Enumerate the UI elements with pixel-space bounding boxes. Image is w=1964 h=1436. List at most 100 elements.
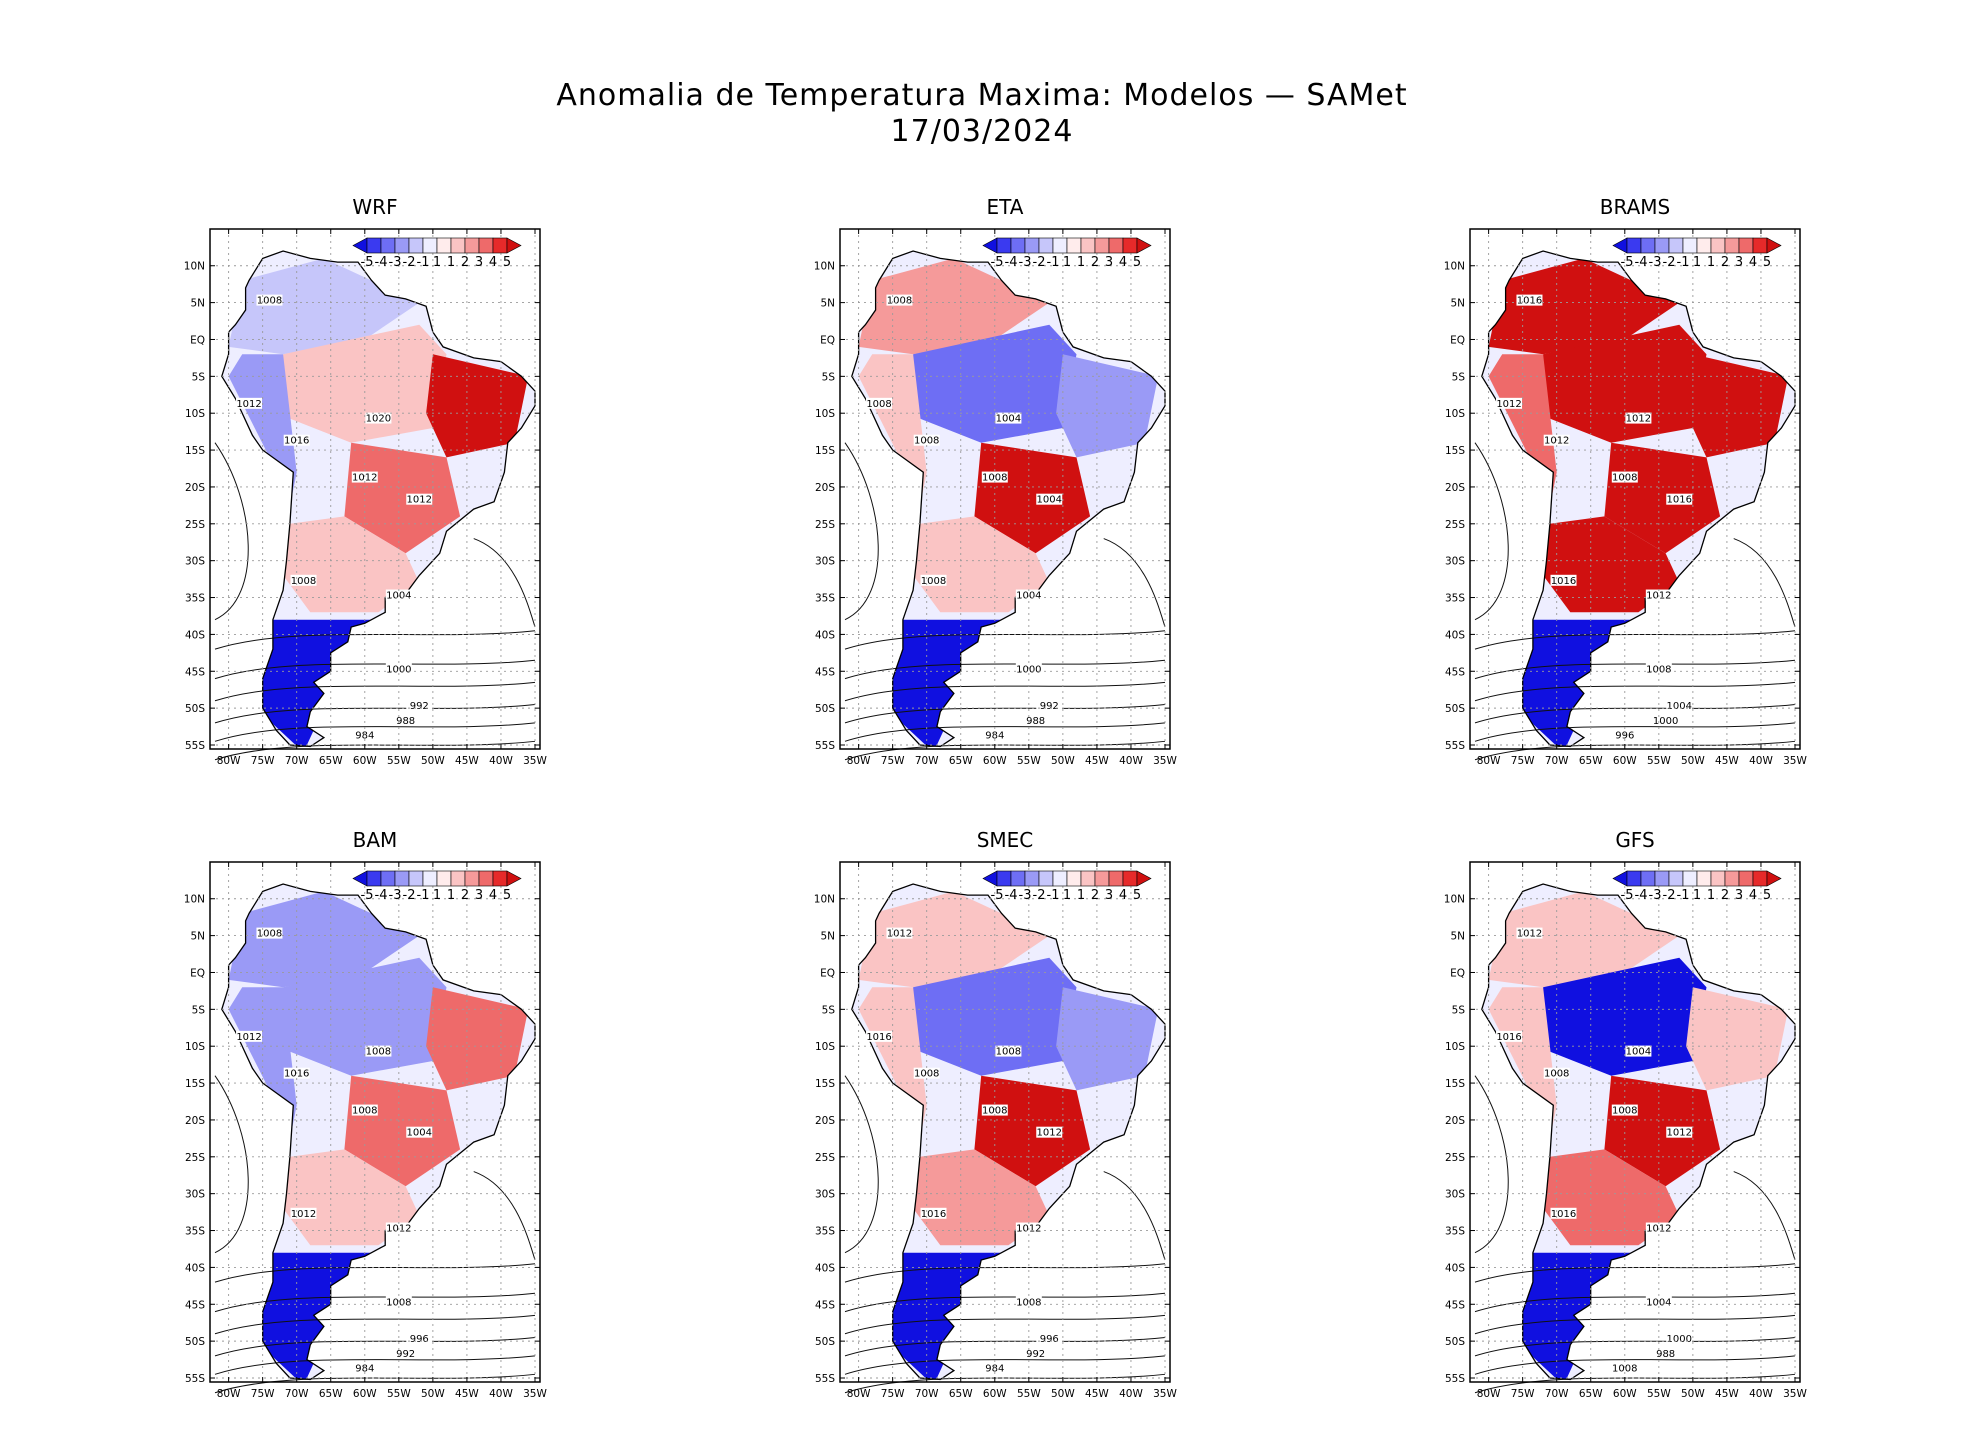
y-tick-label: 55S: [185, 1373, 205, 1385]
coastline: [221, 883, 536, 1381]
colorbar-swatch: [1668, 237, 1684, 254]
contour-label: 1016: [284, 1069, 309, 1080]
colorbar-swatch: [394, 237, 410, 254]
contour-label: 1008: [866, 399, 891, 410]
contour-label-bg: [981, 1362, 1008, 1374]
colorbar-swatch: [1010, 237, 1026, 254]
colorbar-label: -5: [991, 255, 1004, 270]
colorbar-swatch: [996, 237, 1012, 254]
y-tick-label: 20S: [815, 482, 835, 494]
x-tick-label: 50W: [1681, 1388, 1705, 1400]
y-tick-label: 15S: [185, 445, 205, 457]
anomaly-region: [1686, 987, 1789, 1091]
panel-title: ETA: [987, 195, 1024, 219]
x-tick-label: 55W: [1647, 1388, 1671, 1400]
y-tick-label: 45S: [185, 666, 205, 678]
y-tick-label: 45S: [1445, 1299, 1465, 1311]
x-tick-label: 70W: [285, 755, 309, 767]
contour-label-bg: [1652, 714, 1679, 726]
contour-label: 1012: [1037, 1128, 1062, 1139]
contour-label: 1008: [1646, 664, 1671, 675]
x-tick-label: 40W: [1749, 1388, 1773, 1400]
contour-line: [214, 659, 536, 680]
anomaly-region: [1056, 987, 1159, 1091]
colorbar-swatch: [1108, 237, 1124, 254]
contour-label: 1004: [1626, 1047, 1651, 1058]
contour-line: [1103, 538, 1166, 628]
colorbar-label: 1: [447, 888, 455, 903]
y-tick-label: 50S: [815, 703, 835, 715]
map-svg: ETA1008100810081004100410081008100410009…: [814, 195, 1178, 767]
contour-label: 1012: [291, 1209, 316, 1220]
contour-label-bg: [886, 294, 913, 306]
x-tick-label: 80W: [1477, 1388, 1501, 1400]
y-tick-label: 25S: [1445, 519, 1465, 531]
y-tick-label: 50S: [185, 703, 205, 715]
contour-label-bg: [236, 397, 263, 409]
y-tick-label: 35S: [185, 593, 205, 605]
contour-line: [844, 1314, 1166, 1335]
contour-label: 992: [1040, 701, 1059, 712]
colorbar-label: 2: [1721, 255, 1729, 270]
gridlines: [840, 229, 1170, 749]
contour-label: 992: [1026, 1349, 1045, 1360]
colorbar-arrow-right: [1766, 237, 1782, 254]
x-tick-label: 60W: [1613, 1388, 1637, 1400]
contour-label: 1000: [1016, 664, 1041, 675]
colorbar-swatch: [1066, 237, 1082, 254]
colorbar-label: -5: [361, 888, 374, 903]
colorbar-swatch: [1010, 870, 1026, 887]
contour-label: 1012: [407, 495, 432, 506]
y-tick-label: 40S: [815, 1262, 835, 1274]
contour-label-bg: [406, 700, 433, 712]
contour-label: 1016: [1551, 576, 1576, 587]
y-tick-label: 10S: [1445, 1041, 1465, 1053]
colorbar-swatch: [366, 237, 382, 254]
x-tick-label: 65W: [949, 1388, 973, 1400]
colorbar-label: 2: [1721, 888, 1729, 903]
y-tick-label: 55S: [185, 740, 205, 752]
contour-label-bg: [1611, 1362, 1638, 1374]
x-tick-label: 35W: [1153, 755, 1177, 767]
colorbar-swatch: [1654, 237, 1670, 254]
y-tick-label: 55S: [1445, 740, 1465, 752]
colorbar-label: 3: [475, 888, 483, 903]
colorbar-swatch: [1038, 237, 1054, 254]
x-tick-label: 55W: [1017, 1388, 1041, 1400]
contour-label-bg: [981, 729, 1008, 741]
colorbar-label: 5: [1763, 888, 1771, 903]
anomaly-region: [344, 442, 461, 554]
contour-line: [214, 1292, 536, 1313]
colorbar-swatch: [1738, 870, 1754, 887]
colorbar-swatch: [436, 870, 452, 887]
contour-label-bg: [290, 1207, 317, 1219]
contour-label-bg: [1611, 1104, 1638, 1116]
contour-label-bg: [406, 1333, 433, 1345]
colorbar: -5 -4 -3 -2 -1 1 1 2 3 4 5: [982, 870, 1152, 903]
contour-label-bg: [1666, 493, 1693, 505]
x-tick-label: 35W: [523, 755, 547, 767]
x-tick-label: 40W: [1119, 755, 1143, 767]
y-tick-label: 20S: [185, 482, 205, 494]
colorbar-label: 1: [1693, 888, 1701, 903]
y-tick-label: 10N: [814, 894, 835, 906]
colorbar-swatch: [422, 870, 438, 887]
y-tick-label: EQ: [190, 967, 205, 979]
colorbar: -5 -4 -3 -2 -1 1 1 2 3 4 5: [352, 870, 522, 903]
y-tick-label: 35S: [1445, 593, 1465, 605]
contour-label: 1008: [982, 1106, 1007, 1117]
anomaly-region: [1488, 258, 1680, 355]
y-tick-label: 35S: [815, 1226, 835, 1238]
contour-label: 992: [396, 1349, 415, 1360]
anomaly-region: [913, 1149, 1050, 1246]
colorbar-swatch: [464, 870, 480, 887]
anomaly-region: [1686, 354, 1789, 458]
plot-frame: [839, 861, 1171, 1383]
colorbar-label: -2: [1033, 888, 1046, 903]
y-tick-label: 5N: [1450, 298, 1465, 310]
contour-line: [1474, 442, 1509, 621]
colorbar: -5 -4 -3 -2 -1 1 1 2 3 4 5: [1612, 237, 1782, 270]
colorbar: -5 -4 -3 -2 -1 1 1 2 3 4 5: [352, 237, 522, 270]
colorbar-label: -1: [1677, 888, 1690, 903]
plot-frame: [209, 228, 541, 750]
